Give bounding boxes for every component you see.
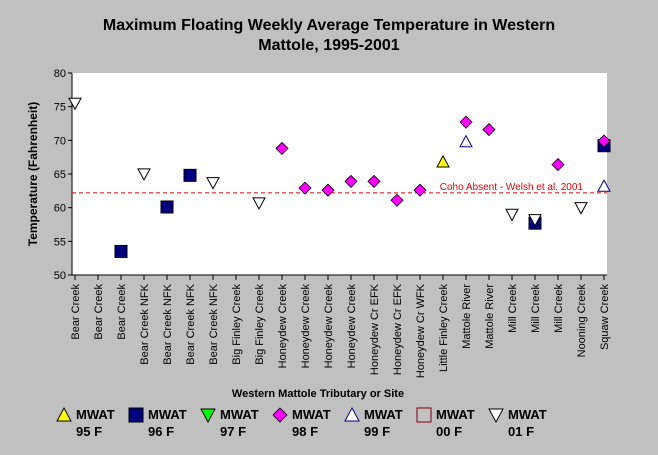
legend-label: 96 F xyxy=(148,424,174,439)
legend-marker xyxy=(416,407,432,423)
y-tick-label: 75 xyxy=(54,102,66,114)
x-axis-title: Western Mattole Tributary or Site xyxy=(232,388,404,400)
legend-marker xyxy=(200,408,216,424)
x-category-label: Bear Creek NFK xyxy=(185,283,197,364)
legend-marker xyxy=(272,407,288,423)
x-category-label: Mill Creek xyxy=(553,284,565,333)
x-category-label: Bear Creek xyxy=(93,284,105,340)
x-category-label: Honeydew Cr EFK xyxy=(369,283,381,375)
y-tick-label: 55 xyxy=(54,236,66,248)
plot-area xyxy=(72,73,607,275)
legend-label: MWAT xyxy=(364,407,403,422)
legend-marker xyxy=(56,406,72,422)
x-category-label: Bear Creek NFK xyxy=(208,283,220,364)
legend-marker xyxy=(488,408,504,424)
reference-line-label: Coho Absent - Welsh et al. 2001 xyxy=(440,182,584,193)
x-axis-ticks: Bear Creek Bear Creek Bear Creek Bear Creek… xyxy=(70,275,611,378)
x-category-label: Big Finley Creek xyxy=(231,284,243,365)
x-category-label: Honeydew Creek xyxy=(300,284,312,369)
data-point xyxy=(436,154,450,168)
x-category-label: Bear Creek xyxy=(116,284,128,340)
data-point xyxy=(206,177,220,190)
data-point xyxy=(551,158,565,172)
data-point xyxy=(459,134,473,148)
data-point xyxy=(344,174,358,188)
x-category-label: Mattole River xyxy=(461,284,473,349)
chart-title-line-1: Maximum Floating Weekly Average Temperat… xyxy=(103,17,555,34)
legend-marker xyxy=(128,407,144,423)
data-point xyxy=(597,134,611,148)
legend-label: 99 F xyxy=(364,424,390,439)
data-point xyxy=(321,183,335,197)
legend: MWAT 95 F MWAT 96 F MWAT 97 F MWAT 98 F MWAT 99 F… xyxy=(56,406,547,439)
x-category-label: Bear Creek NFK xyxy=(162,283,174,364)
legend-label: 97 F xyxy=(220,424,246,439)
y-tick-label: 50 xyxy=(54,270,66,282)
data-point xyxy=(505,208,519,222)
legend-label: MWAT xyxy=(76,407,115,422)
x-category-label: Mattole River xyxy=(484,284,496,349)
data-points xyxy=(68,97,611,258)
data-point xyxy=(413,183,427,197)
x-category-label: Mill Creek xyxy=(507,284,519,333)
data-point xyxy=(68,97,82,111)
x-category-label: Honeydew Cr EFK xyxy=(392,283,404,375)
data-point xyxy=(252,197,266,211)
x-category-label: Mill Creek xyxy=(530,284,542,333)
data-point xyxy=(482,122,496,137)
data-point xyxy=(597,179,611,192)
x-category-label: Honeydew Creek xyxy=(277,284,289,369)
data-point xyxy=(459,115,473,129)
x-category-label: Honeydew Creek xyxy=(346,284,358,369)
chart-title-line-2: Mattole, 1995-2001 xyxy=(258,37,400,54)
x-category-label: Little Finley Creek xyxy=(438,284,450,373)
legend-label: MWAT xyxy=(220,407,259,422)
y-axis-ticks: 50 55 60 65 70 75 80 xyxy=(54,68,72,282)
data-point xyxy=(275,141,289,155)
x-category-label: Big Finley Creek xyxy=(254,284,266,365)
x-category-label: Bear Creek xyxy=(70,284,82,340)
data-point xyxy=(367,174,381,188)
data-point xyxy=(574,202,588,215)
data-point xyxy=(528,214,542,227)
legend-label: MWAT xyxy=(292,407,331,422)
x-category-label: Bear Creek NFK xyxy=(139,283,151,364)
x-category-label: Nooning Creek xyxy=(576,284,588,358)
y-tick-label: 65 xyxy=(54,169,66,181)
legend-label: 00 F xyxy=(436,424,462,439)
data-point xyxy=(183,168,197,182)
x-category-label: Honeydew Cr WFK xyxy=(415,283,427,378)
y-axis-title: Temperature (Fahrenheit) xyxy=(26,102,40,246)
y-tick-label: 60 xyxy=(54,203,66,215)
x-category-label: Squaw Creek xyxy=(599,284,611,351)
data-point xyxy=(298,181,312,195)
legend-label: MWAT xyxy=(436,407,475,422)
data-point xyxy=(160,200,174,214)
data-point xyxy=(390,193,404,207)
legend-label: 95 F xyxy=(76,424,102,439)
legend-label: MWAT xyxy=(148,407,187,422)
legend-marker xyxy=(344,406,360,422)
y-tick-label: 80 xyxy=(54,68,66,80)
data-point xyxy=(137,168,151,182)
x-category-label: Honeydew Creek xyxy=(323,284,335,369)
legend-label: MWAT xyxy=(508,407,547,422)
y-tick-label: 70 xyxy=(54,135,66,147)
data-point xyxy=(114,244,128,258)
legend-label: 01 F xyxy=(508,424,534,439)
legend-label: 98 F xyxy=(292,424,318,439)
